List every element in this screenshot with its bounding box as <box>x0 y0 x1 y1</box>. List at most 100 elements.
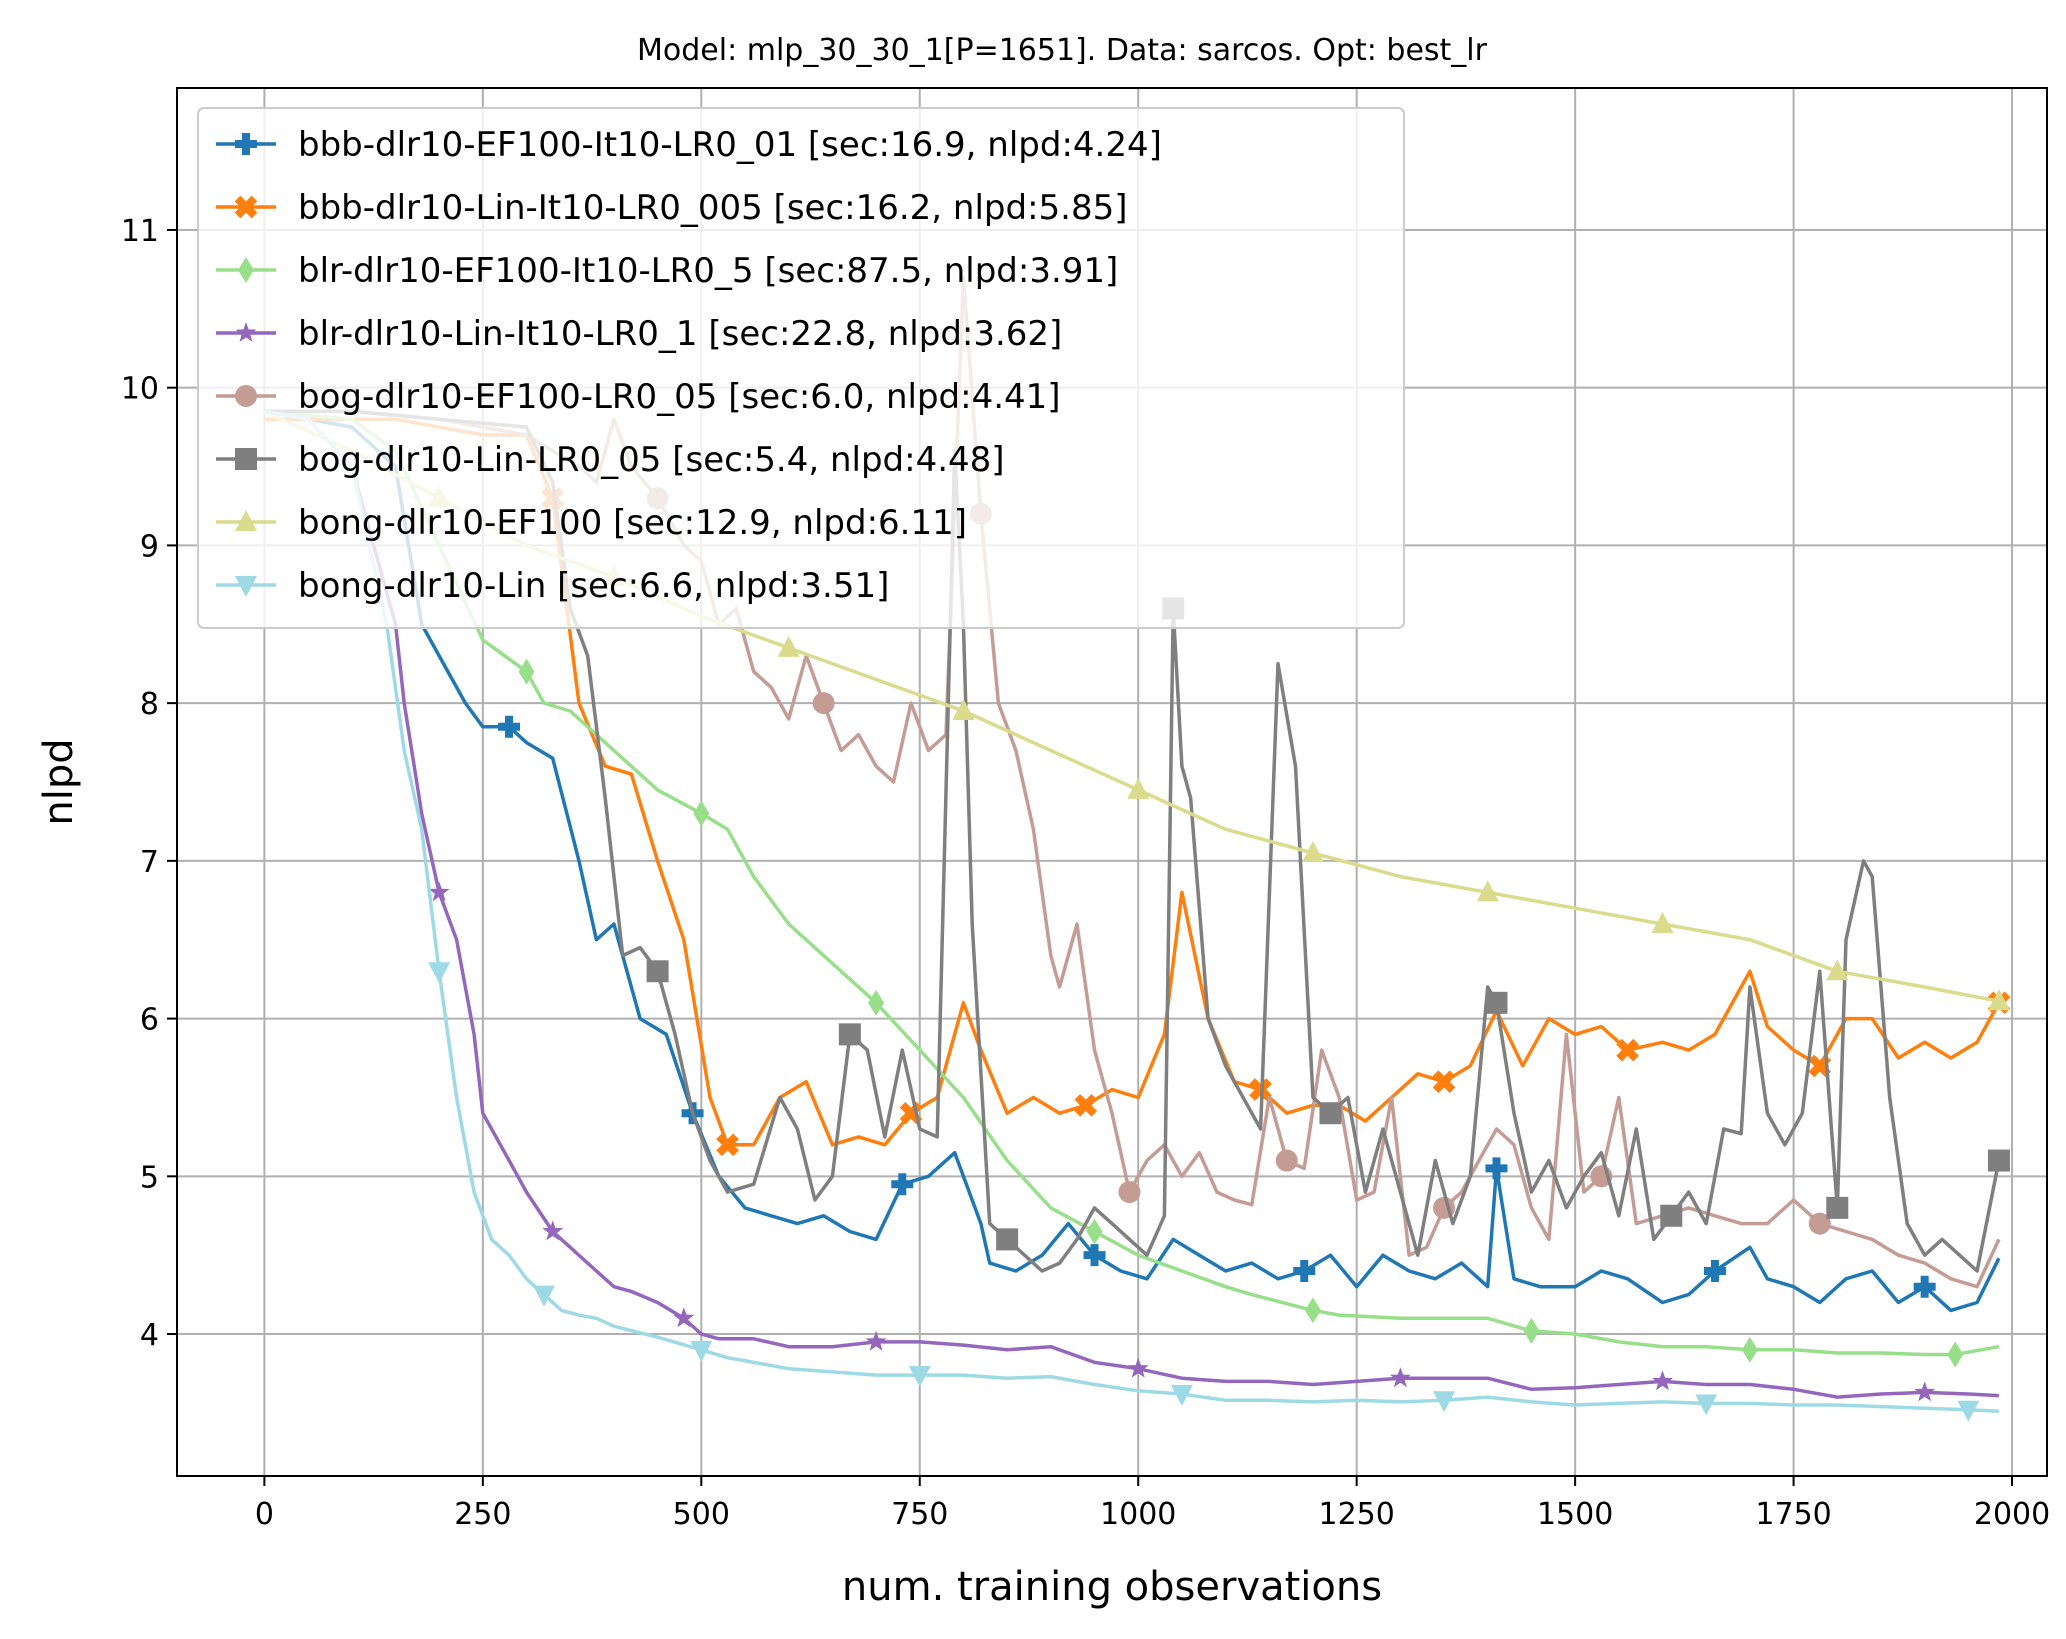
data-point <box>1293 1259 1316 1282</box>
legend-swatch-marker-shape <box>234 195 258 219</box>
legend-entry: bong-dlr10-Lin [sec:6.6, nlpd:3.51] <box>298 566 889 606</box>
data-point <box>1695 1394 1718 1416</box>
data-point <box>1808 1212 1831 1235</box>
data-point <box>498 715 521 738</box>
data-point <box>1127 777 1150 799</box>
legend-swatch-marker <box>235 322 257 342</box>
data-point-shape <box>716 1133 739 1157</box>
tick-layer: 0 250 500 750 1000 1250 1500 1750 2000 4 5 6 7 8 9 10 11 <box>121 214 2050 1532</box>
data-point <box>1433 1391 1456 1413</box>
data-point <box>1389 1367 1411 1388</box>
chart-title: Model: mlp_30_30_1[P=1651]. Data: sarcos… <box>637 33 1488 68</box>
data-point-shape <box>1074 1094 1098 1117</box>
x-tick-label: 1500 <box>1537 1497 1613 1532</box>
series-line <box>264 417 2001 1147</box>
data-point <box>1826 959 1849 981</box>
data-point-shape <box>1616 1038 1639 1062</box>
y-tick-label: 8 <box>140 687 159 722</box>
y-tick-label: 4 <box>140 1318 159 1353</box>
legend-box <box>197 107 1405 629</box>
data-point <box>1301 840 1324 862</box>
series-3 <box>264 409 1999 1402</box>
data-point <box>533 1285 556 1307</box>
data-point <box>1616 1038 1639 1062</box>
data-point <box>1118 1181 1141 1204</box>
y-tick-label: 6 <box>140 1003 159 1038</box>
data-point <box>1987 989 2010 1011</box>
x-tick-label: 1750 <box>1755 1497 1831 1532</box>
plot-frame <box>176 87 2048 1477</box>
data-point <box>716 1133 739 1157</box>
data-point <box>812 692 835 715</box>
data-point <box>1660 1204 1683 1227</box>
data-point <box>1476 880 1499 902</box>
x-axis-label: num. training observations <box>842 1564 1382 1610</box>
data-point <box>1987 1149 2010 1172</box>
data-point <box>1083 1244 1106 1267</box>
data-point <box>693 800 710 827</box>
y-tick-label: 7 <box>140 845 159 880</box>
data-point <box>1523 1317 1540 1344</box>
legend-swatch-marker <box>235 385 257 407</box>
y-tick-label: 9 <box>140 529 159 564</box>
data-point <box>996 1228 1019 1251</box>
data-point <box>1170 1384 1193 1406</box>
data-point <box>868 989 885 1016</box>
legend-swatch-marker <box>235 448 257 470</box>
data-point <box>1086 1218 1103 1245</box>
data-point <box>1304 1297 1321 1324</box>
data-point <box>908 1366 931 1388</box>
x-tick-label: 2000 <box>1974 1497 2050 1532</box>
legend-entry: bbb-dlr10-Lin-It10-LR0_005 [sec:16.2, nl… <box>298 188 1128 228</box>
series-line <box>264 409 2000 1357</box>
legend-swatch-marker <box>235 576 257 597</box>
x-tick-label: 750 <box>891 1497 948 1532</box>
legend-swatch-marker <box>235 510 257 531</box>
data-point <box>1947 1341 1964 1368</box>
legend-swatch-marker <box>235 133 257 155</box>
data-point <box>1275 1149 1298 1172</box>
x-tick-label: 0 <box>255 1497 274 1532</box>
data-point <box>428 881 450 902</box>
legend-entry: bog-dlr10-EF100-LR0_05 [sec:6.0, nlpd:4.… <box>298 377 1061 417</box>
x-tick-label: 1250 <box>1318 1497 1394 1532</box>
data-point <box>428 962 451 984</box>
data-point <box>1651 911 1674 933</box>
legend-entry: blr-dlr10-EF100-It10-LR0_5 [sec:87.5, nl… <box>298 251 1118 291</box>
legend-entry: blr-dlr10-Lin-It10-LR0_1 [sec:22.8, nlpd… <box>298 314 1062 354</box>
legend-swatch-marker <box>234 195 258 219</box>
series-2 <box>264 409 2000 1368</box>
data-point <box>1074 1094 1098 1117</box>
x-tick-label: 500 <box>673 1497 730 1532</box>
data-point <box>838 1023 861 1046</box>
data-point <box>690 1340 713 1362</box>
x-tick-label: 1000 <box>1100 1497 1176 1532</box>
legend-entry: bog-dlr10-Lin-LR0_05 [sec:5.4, nlpd:4.48… <box>298 440 1005 480</box>
data-point <box>542 1220 564 1241</box>
data-point-shape <box>1432 1070 1456 1093</box>
data-point <box>1319 1102 1342 1125</box>
data-point <box>865 1330 887 1351</box>
data-point <box>673 1307 695 1328</box>
series-5 <box>264 409 2010 1273</box>
data-point <box>1485 991 1508 1014</box>
data-point <box>1703 1259 1726 1282</box>
series-line <box>264 409 1999 1414</box>
data-point <box>952 699 975 721</box>
legend-swatch-marker <box>238 257 254 283</box>
data-point <box>1652 1370 1673 1391</box>
data-point <box>1913 1275 1936 1298</box>
data-point <box>1485 1157 1508 1180</box>
y-tick-label: 10 <box>121 372 159 407</box>
data-point <box>1127 1357 1149 1378</box>
data-point <box>1741 1336 1758 1363</box>
x-tick-label: 250 <box>454 1497 511 1532</box>
data-point <box>1957 1400 1980 1422</box>
y-tick-label: 5 <box>140 1160 159 1195</box>
series-line <box>264 409 1999 1399</box>
data-point <box>891 1173 914 1196</box>
legend-entry: bong-dlr10-EF100 [sec:12.9, nlpd:6.11] <box>298 503 967 543</box>
data-point <box>777 635 800 657</box>
data-point <box>646 960 669 983</box>
series-line <box>264 409 2001 1273</box>
